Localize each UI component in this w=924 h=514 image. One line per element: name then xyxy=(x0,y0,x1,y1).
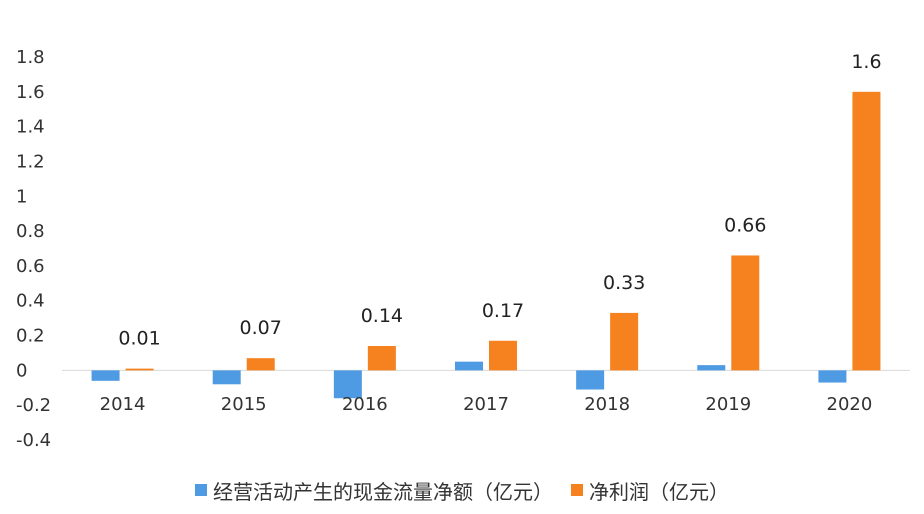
x-tick-label: 2014 xyxy=(100,394,146,415)
x-tick-label: 2015 xyxy=(221,394,267,415)
bar-cashflow xyxy=(212,370,241,385)
bar-net-profit xyxy=(367,345,396,371)
data-label-net-profit: 1.6 xyxy=(851,51,881,73)
legend: 经营活动产生的现金流量净额（亿元） 净利润（亿元） xyxy=(0,472,924,508)
data-label-net-profit: 0.17 xyxy=(482,300,524,322)
y-tick-label: 1.6 xyxy=(16,82,45,103)
x-axis: 2014 2015 2016 2017 2018 2019 2020 xyxy=(100,394,873,415)
data-label-net-profit: 0.14 xyxy=(361,305,403,327)
y-axis: -0.4 -0.2 0 0.2 0.4 0.6 0.8 1 1.2 1.4 1.6 1.8 xyxy=(16,47,51,451)
x-tick-label: 2018 xyxy=(584,394,630,415)
bar-cashflow xyxy=(455,361,483,371)
data-labels: 0.01 0.07 0.14 0.17 0.33 0.66 1.6 xyxy=(118,51,881,350)
legend-label-cashflow: 经营活动产生的现金流量净额（亿元） xyxy=(213,479,553,504)
y-tick-label: -0.4 xyxy=(16,430,51,451)
y-tick-label: 0.2 xyxy=(16,326,45,347)
data-label-net-profit: 0.01 xyxy=(118,328,160,350)
legend-item-net-profit: 净利润（亿元） xyxy=(571,476,729,505)
legend-label-net-profit: 净利润（亿元） xyxy=(589,479,729,504)
y-tick-label: 0.6 xyxy=(16,256,45,277)
y-tick-label: 0.4 xyxy=(16,291,45,312)
bars xyxy=(91,91,881,399)
x-tick-label: 2019 xyxy=(705,394,751,415)
bar-net-profit xyxy=(731,255,760,371)
y-tick-label: 1.2 xyxy=(16,151,45,172)
bar-cashflow xyxy=(818,370,847,383)
legend-swatch-cashflow xyxy=(195,484,207,496)
y-tick-label: 1.4 xyxy=(16,117,45,138)
data-label-net-profit: 0.07 xyxy=(240,317,282,339)
y-tick-label: 1.8 xyxy=(16,47,45,68)
data-label-net-profit: 0.33 xyxy=(603,272,645,294)
y-tick-label: -0.2 xyxy=(16,395,51,416)
bar-cashflow xyxy=(91,370,120,381)
legend-swatch-net-profit xyxy=(571,484,583,496)
x-tick-label: 2017 xyxy=(463,394,509,415)
y-tick-label: 1 xyxy=(16,186,27,207)
legend-item-cashflow: 经营活动产生的现金流量净额（亿元） xyxy=(195,476,553,505)
bar-net-profit xyxy=(125,368,154,371)
data-label-net-profit: 0.66 xyxy=(724,214,766,236)
bar-net-profit xyxy=(852,91,881,371)
bar-net-profit xyxy=(489,340,517,371)
bar-cashflow xyxy=(333,370,362,399)
bar-cashflow xyxy=(576,370,605,390)
bar-cashflow xyxy=(697,365,726,371)
bar-net-profit xyxy=(610,312,639,371)
x-tick-label: 2020 xyxy=(827,394,873,415)
y-tick-label: 0 xyxy=(16,360,27,381)
bar-net-profit xyxy=(246,358,275,371)
x-tick-label: 2016 xyxy=(342,394,388,415)
y-tick-label: 0.8 xyxy=(16,221,45,242)
